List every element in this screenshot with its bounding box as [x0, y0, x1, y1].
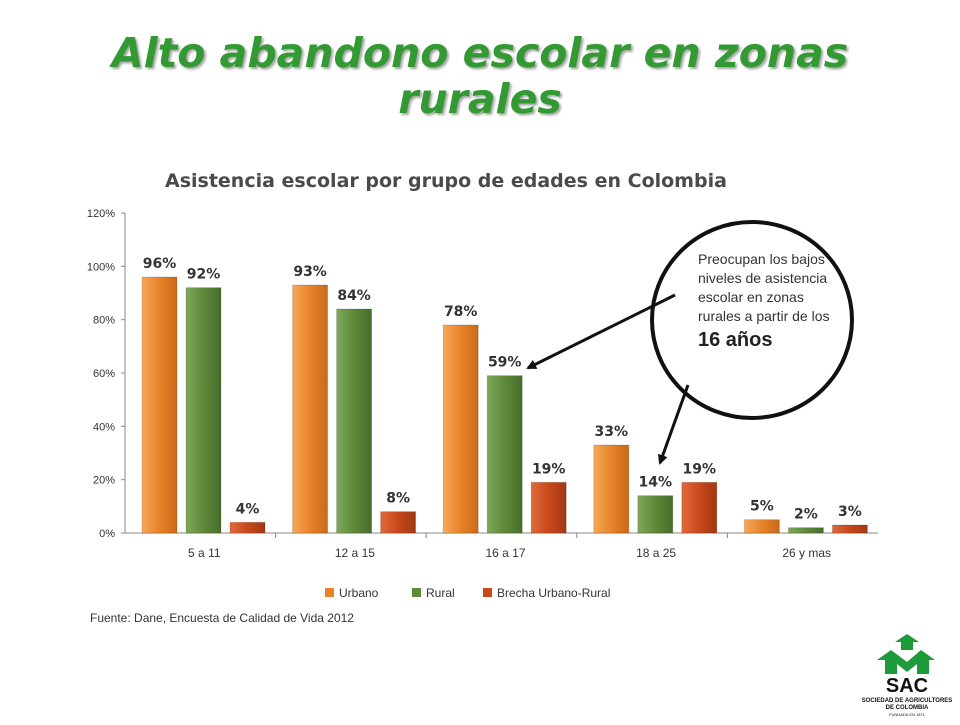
bar-value-label: 84% [337, 288, 371, 304]
callout-arrow-1 [526, 293, 676, 370]
bar-brecha-urbano-rural-1 [380, 511, 417, 534]
bar-value-label: 5% [750, 499, 774, 515]
bar-brecha-urbano-rural-2 [530, 481, 567, 534]
bar-brecha-urbano-rural-3 [681, 481, 718, 534]
y-tick-label: 100% [87, 261, 115, 273]
bar-rural-0 [185, 287, 222, 534]
bar-brecha-urbano-rural-0 [229, 521, 266, 534]
svg-text:SAC: SAC [886, 675, 928, 697]
svg-text:DE COLOMBIA: DE COLOMBIA [886, 705, 929, 711]
legend-label: Brecha Urbano-Rural [497, 586, 610, 600]
callout-body: Preocupan los bajos niveles de asistenci… [698, 251, 830, 324]
bar-value-label: 78% [444, 304, 478, 320]
svg-text:SOCIEDAD DE AGRICULTORES: SOCIEDAD DE AGRICULTORES [862, 698, 953, 704]
bar-rural-4 [787, 527, 824, 534]
chart-title: Asistencia escolar por grupo de edades e… [165, 170, 727, 192]
x-category-label: 16 a 17 [485, 546, 525, 560]
legend-swatch [325, 588, 334, 597]
slide-title-line-2: rurales [398, 75, 562, 123]
bar-value-label: 3% [838, 504, 862, 520]
y-tick-label: 20% [93, 475, 115, 487]
bar-value-label: 2% [794, 507, 818, 523]
bar-value-label: 59% [488, 355, 522, 371]
y-tick-label: 120% [87, 208, 115, 220]
x-category-label: 18 a 25 [636, 546, 676, 560]
sac-logo-icon: SAC SOCIEDAD DE AGRICULTORES DE COLOMBIA… [862, 634, 953, 717]
bar-urbano-0 [141, 276, 178, 534]
x-category-label: 26 y mas [782, 546, 831, 560]
source-note: Fuente: Dane, Encuesta de Calidad de Vid… [90, 611, 354, 625]
callout-highlight: 16 años [698, 329, 773, 351]
bar-urbano-1 [292, 284, 329, 534]
slide-title-line-1: Alto abandono escolar en zonas [111, 29, 849, 77]
y-tick-label: 60% [93, 368, 115, 380]
bar-value-label: 14% [639, 475, 673, 491]
callout-arrow-2 [657, 384, 690, 465]
legend-label: Rural [426, 586, 455, 600]
bar-rural-3 [637, 495, 674, 534]
bar-urbano-4 [743, 519, 780, 534]
x-category-label: 12 a 15 [335, 546, 375, 560]
legend-swatch [412, 588, 421, 597]
x-category-label: 5 a 11 [188, 546, 221, 560]
bar-rural-1 [336, 308, 373, 534]
callout-text: Preocupan los bajos niveles de asistenci… [698, 250, 838, 354]
sac-logo: SAC SOCIEDAD DE AGRICULTORES DE COLOMBIA… [855, 630, 960, 720]
bar-value-label: 19% [683, 461, 717, 477]
bar-value-label: 92% [187, 267, 221, 283]
y-tick-label: 40% [93, 421, 115, 433]
slide-title: Alto abandono escolar en zonas rurales [0, 30, 960, 122]
bar-value-label: 33% [595, 424, 629, 440]
callout-circle [650, 220, 854, 420]
legend-swatch [483, 588, 492, 597]
y-tick-label: 0% [99, 528, 115, 540]
bar-value-label: 19% [532, 461, 566, 477]
y-tick-label: 80% [93, 315, 115, 327]
bar-rural-2 [486, 375, 523, 534]
bar-value-label: 4% [236, 501, 260, 517]
bar-value-label: 96% [143, 256, 177, 272]
svg-text:FUNDADA EN 1871: FUNDADA EN 1871 [889, 712, 926, 717]
bar-value-label: 8% [386, 491, 410, 507]
bar-urbano-3 [593, 444, 630, 534]
legend-label: Urbano [339, 586, 379, 600]
bar-urbano-2 [442, 324, 479, 534]
bar-value-label: 93% [293, 264, 327, 280]
bar-brecha-urbano-rural-4 [831, 524, 868, 534]
